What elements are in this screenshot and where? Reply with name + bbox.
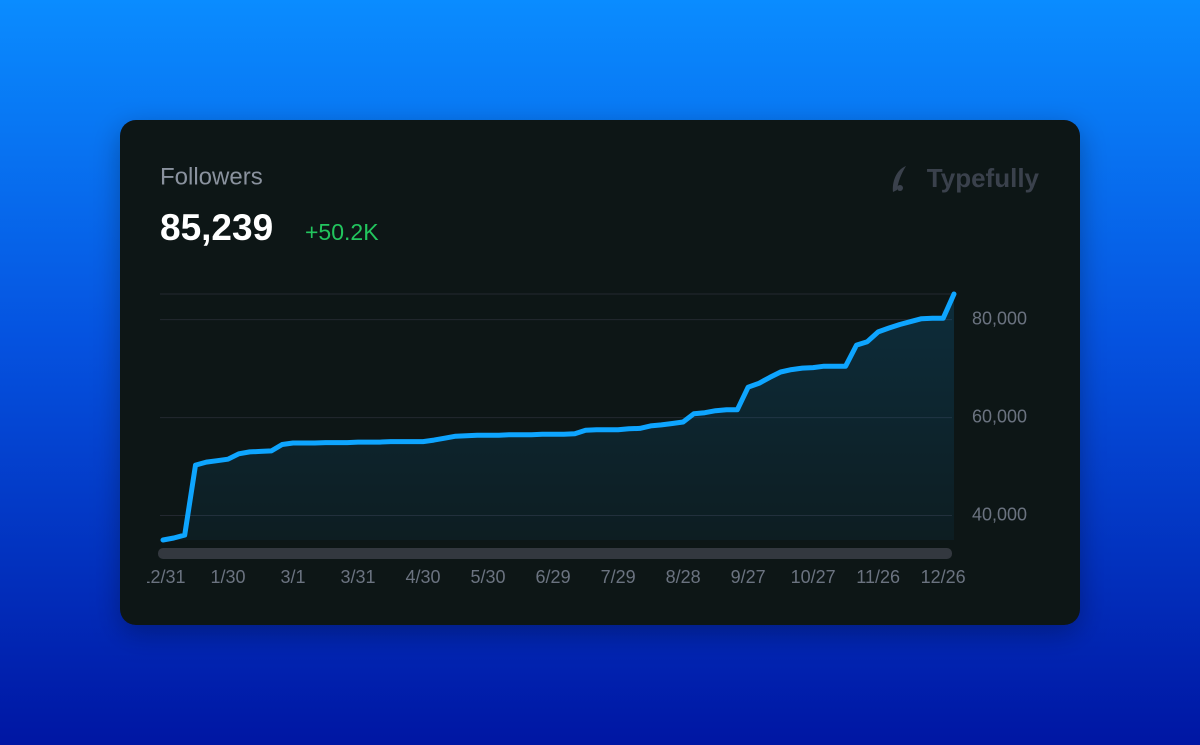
x-axis: 12/31 1/30 3/1 3/31 4/30 5/30 6/29 7/29 8/28 9/27… [140,567,966,587]
line [160,291,957,543]
card-title: Followers [160,163,263,190]
brand-logo [892,166,906,192]
area [163,294,954,540]
x-tick-label: 9/27 [731,567,766,587]
x-tick-label: 12/31 [140,567,185,587]
total-count: 85,239 [160,207,273,248]
x-tick-label: 8/28 [666,567,701,587]
brand: Typefully [927,163,1040,193]
x-tick-label: 6/29 [536,567,571,587]
x-tick-label: 3/31 [341,567,376,587]
y-tick-label: 40,000 [972,504,1027,524]
x-tick-label: 7/29 [601,567,636,587]
y-tick-label: 60,000 [972,406,1027,426]
x-tick-label: 4/30 [406,567,441,587]
x-tick-label: 5/30 [471,567,506,587]
y-tick-label: 80,000 [972,308,1027,328]
range-brush [158,548,952,559]
change: +50.2K [305,219,379,245]
x-tick-label: 3/1 [281,567,306,587]
plot: 40,000 60,000 80,000 [160,291,1027,543]
x-tick-label: 1/30 [210,567,245,587]
x-tick-label: 12/26 [921,567,966,587]
x-tick-label: 11/26 [856,567,900,587]
x-tick-label: 10/27 [791,567,836,587]
